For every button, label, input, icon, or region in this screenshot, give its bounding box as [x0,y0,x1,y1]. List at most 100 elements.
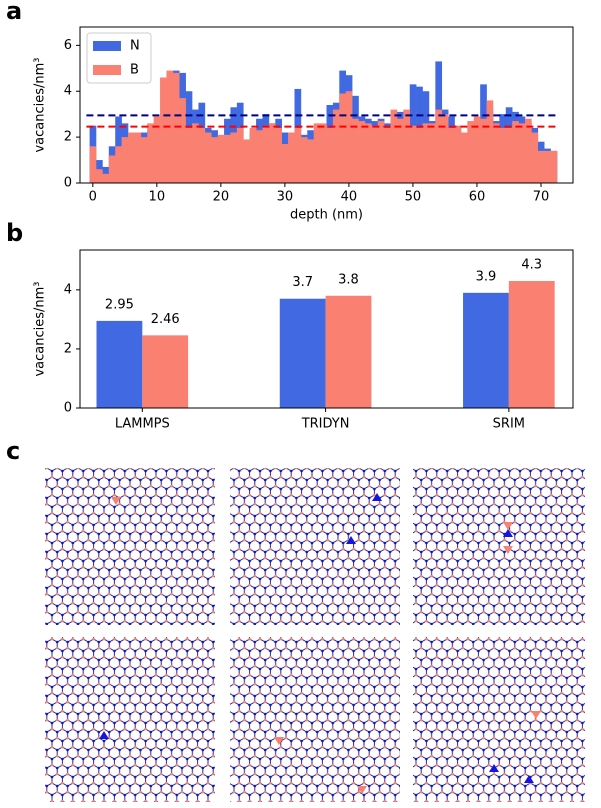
histogram-bar [384,127,391,183]
histogram-bar [217,134,225,183]
x-axis-label: depth (nm) [290,208,363,223]
histogram-bar [249,127,257,183]
histogram-bar [147,123,154,183]
x-tick-label: 60 [469,190,486,205]
histogram-bar [339,93,347,183]
histogram-bar [153,116,161,183]
bar [463,292,509,408]
histogram-bar [115,146,122,183]
value-label: 3.9 [476,269,497,284]
y-tick-label: 6 [64,38,72,53]
histogram-bar [134,132,142,183]
lattice-image [230,637,400,802]
x-tick-label: 10 [149,190,166,205]
histogram-bar [352,118,359,183]
histogram-bar [473,116,481,183]
histogram-bar [441,114,449,183]
histogram-bar [89,146,97,183]
x-tick-label: 50 [405,190,422,205]
bar [96,320,143,408]
legend-label: B [130,63,139,78]
value-label: 3.7 [292,275,313,290]
histogram-bar [460,132,468,183]
lattice-image [230,468,400,625]
histogram-bar [211,137,218,183]
bar [508,281,555,408]
y-axis-label: vacancies/nm³ [33,281,48,376]
y-axis-label: vacancies/nm³ [33,57,48,152]
histogram-bar [390,109,398,183]
histogram-bar [281,144,289,183]
panel-label: b [6,219,23,247]
histogram-bar [499,127,507,183]
histogram-bar [230,132,238,183]
histogram-bar [262,125,270,183]
value-label: 2.46 [151,312,180,327]
legend-swatch [93,41,121,51]
lattice-image [413,468,585,625]
histogram-bar [204,132,212,183]
histogram-bar [172,72,180,183]
histogram-bar [224,134,231,183]
value-label: 4.3 [521,258,542,273]
histogram-bar [454,125,462,183]
histogram-bar [185,127,193,183]
histogram-bar [326,127,334,183]
y-tick-label: 4 [64,84,72,99]
histogram-bar [480,118,487,183]
value-label: 2.95 [105,297,134,312]
histogram-bar [531,132,539,183]
x-tick-label: LAMMPS [115,417,170,432]
histogram-bar [96,169,103,183]
y-tick-label: 0 [64,176,72,191]
histogram-bar [268,123,276,183]
x-tick-label: 30 [277,190,294,205]
histogram-bar [236,127,244,183]
histogram-bar [550,150,558,183]
histogram-bar [256,130,263,183]
histogram-bar [294,127,302,183]
histogram-bar [377,121,385,183]
histogram-bar [403,109,411,183]
x-tick-label: 40 [341,190,358,205]
histogram-bar [102,173,110,183]
value-label: 3.8 [338,272,359,287]
histogram-bar [300,137,308,183]
y-tick-label: 2 [64,130,72,145]
y-tick-label: 2 [64,341,72,356]
histogram-bar [396,118,404,183]
histogram-bar [467,121,475,183]
histogram-bar [288,132,295,183]
histogram-bar [198,127,206,183]
histogram-bar [537,150,545,183]
histogram-bar [416,127,423,183]
legend: NB [86,32,152,84]
histogram-bar [518,123,526,183]
histogram-bar [505,127,513,183]
histogram-bar [409,125,417,183]
histogram-bar [371,125,379,183]
lattice-images [45,468,585,802]
histogram-bar [428,123,436,183]
lattice-image [45,637,215,802]
histogram-bar [121,137,129,183]
defect-markers [99,493,541,794]
histogram-bar [524,118,532,183]
histogram-bar [364,123,372,183]
bar [279,298,326,408]
histogram-bar [345,91,353,183]
histogram-bar [140,137,148,183]
y-tick-label: 0 [64,401,72,416]
axes-frame [79,249,574,409]
bar [325,295,372,408]
histogram-bar [307,139,314,183]
x-tick-label: TRIDYN [301,417,350,432]
legend-swatch [93,65,121,75]
bar [142,335,189,408]
histogram-bar [448,127,455,183]
histogram-bar [358,121,366,183]
lattice-image [45,468,215,625]
histogram-bar [243,139,250,183]
histogram-bar [332,109,340,183]
histogram-bar [435,109,443,183]
